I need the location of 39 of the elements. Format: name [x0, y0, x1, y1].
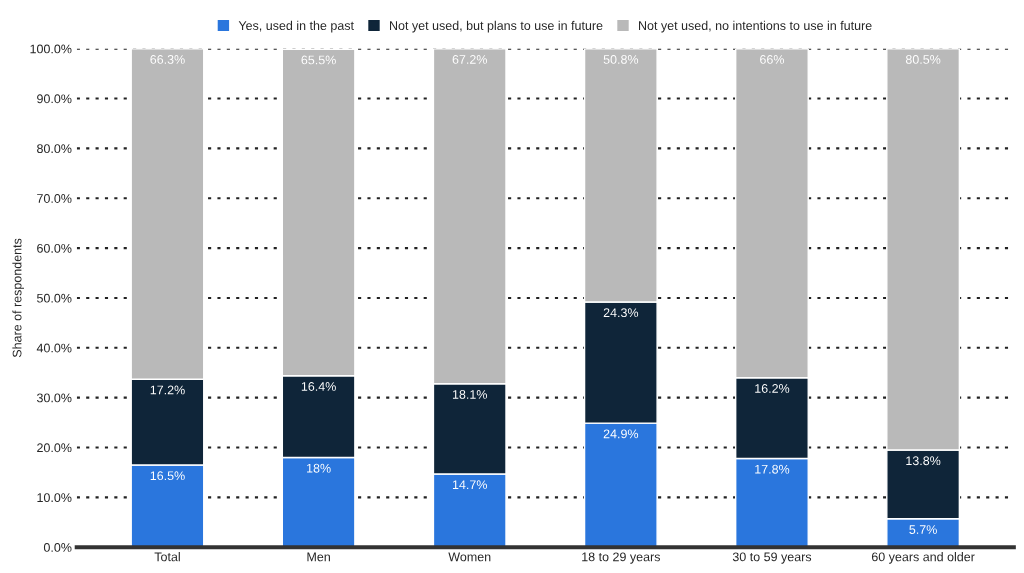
y-tick-label: 70.0% — [37, 194, 72, 203]
y-tick-label: 80.0% — [37, 144, 72, 154]
y-tick-label: 50.0% — [37, 293, 72, 303]
data-label: 5.7% — [909, 525, 937, 534]
x-tick-label: Men — [307, 552, 330, 562]
data-label: 80.5% — [905, 55, 941, 64]
data-label: 24.9% — [603, 429, 639, 439]
y-tick-label: 40.0% — [36, 343, 72, 353]
data-label: 13.8% — [906, 456, 941, 466]
data-label: 66.3% — [150, 55, 185, 64]
data-label: 66% — [760, 55, 785, 64]
legend-label: Yes, used in the past — [238, 20, 354, 33]
data-label: 50.8% — [603, 55, 639, 64]
data-label: 16.2% — [755, 384, 790, 393]
y-tick-label: 90.0% — [37, 94, 72, 104]
x-tick-label: Women — [448, 552, 491, 562]
y-tick-label: 10.0% — [37, 493, 72, 503]
x-tick-label: Total — [154, 552, 180, 562]
legend-label: Not yet used, but plans to use in future — [390, 20, 603, 33]
data-label: 17.8% — [755, 464, 790, 474]
y-tick-label: 20.0% — [37, 443, 72, 453]
data-label: 16.4% — [301, 382, 336, 391]
data-label: 14.7% — [452, 480, 487, 490]
data-label: 17.2% — [150, 385, 185, 395]
y-tick-label: 0.0% — [43, 543, 72, 552]
y-tick-label: 30.0% — [36, 393, 72, 403]
x-tick-label: 30 to 59 years — [732, 552, 812, 564]
data-label: 65.5% — [301, 55, 336, 65]
data-label: 18% — [307, 463, 331, 473]
y-tick-label: 60.0% — [37, 243, 72, 253]
legend-label: Not yet used, no intentions to use in future — [639, 20, 872, 33]
x-tick-label: 60 years and older — [871, 552, 975, 564]
data-label: 67.2% — [452, 55, 487, 64]
data-label: 16.5% — [150, 471, 185, 481]
x-tick-label: 18 to 29 years — [582, 552, 660, 564]
y-tick-label: 100.0% — [30, 44, 72, 54]
y-axis-title: Share of respondents — [12, 238, 24, 358]
data-label: 24.3% — [603, 308, 639, 318]
data-label: 18.1% — [452, 390, 487, 399]
